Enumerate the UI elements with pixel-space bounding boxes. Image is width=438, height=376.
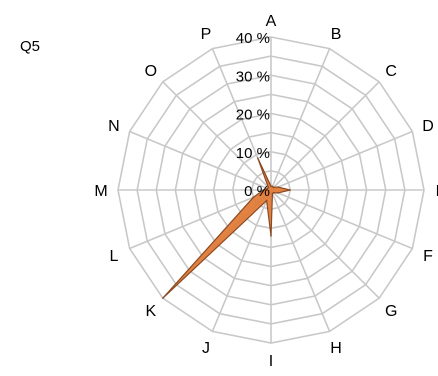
spoke-C xyxy=(270,81,380,191)
category-label-P: P xyxy=(201,26,212,43)
spoke-B xyxy=(270,48,331,191)
spoke-H xyxy=(270,189,331,332)
category-label-O: O xyxy=(145,63,157,80)
tick-label: 40 % xyxy=(236,30,270,47)
data-point-I xyxy=(270,235,272,237)
category-label-M: M xyxy=(94,183,107,200)
data-point-G xyxy=(272,191,275,194)
spoke-G xyxy=(270,189,380,299)
category-label-L: L xyxy=(109,248,118,265)
spokes xyxy=(118,37,424,343)
data-point-B xyxy=(271,185,274,188)
category-label-G: G xyxy=(385,303,397,320)
spoke-N xyxy=(129,130,272,191)
data-point-K xyxy=(162,297,164,299)
chart-title: Q5 xyxy=(20,38,41,55)
spoke-L xyxy=(129,189,272,250)
data-point-P xyxy=(257,157,259,159)
data-point-J xyxy=(265,199,268,202)
tick-labels: 0 % 10 % 20 % 30 % 40 % xyxy=(236,30,270,200)
data-point-C xyxy=(272,186,275,189)
category-label-D: D xyxy=(422,118,434,135)
category-label-I: I xyxy=(269,353,273,370)
tick-label: 20 % xyxy=(236,107,270,124)
category-label-E: E xyxy=(436,183,438,200)
series xyxy=(162,157,291,299)
spoke-D xyxy=(270,130,413,191)
data-point-F xyxy=(277,192,279,194)
data-point-H xyxy=(271,192,274,195)
tick-label: 10 % xyxy=(236,145,270,162)
spoke-F xyxy=(270,189,413,250)
category-label-H: H xyxy=(330,340,342,357)
data-point-O xyxy=(267,186,270,189)
data-point-A xyxy=(270,185,272,187)
data-point-D xyxy=(277,186,279,188)
category-label-B: B xyxy=(331,26,342,43)
data-point-M xyxy=(262,189,265,191)
spoke-J xyxy=(211,189,272,332)
category-labels: A B C D E F G H I J K L M N O P xyxy=(94,13,438,370)
category-label-K: K xyxy=(145,303,156,320)
category-label-J: J xyxy=(202,340,210,357)
data-point-L xyxy=(252,196,255,199)
spoke-O xyxy=(162,81,272,191)
tick-label: 30 % xyxy=(236,68,270,85)
data-point-E xyxy=(289,189,291,191)
tick-label: 0 % xyxy=(244,183,270,200)
data-point-N xyxy=(266,187,269,190)
category-label-C: C xyxy=(385,63,397,80)
category-label-F: F xyxy=(423,248,433,265)
category-label-A: A xyxy=(266,13,277,30)
category-label-N: N xyxy=(108,118,120,135)
